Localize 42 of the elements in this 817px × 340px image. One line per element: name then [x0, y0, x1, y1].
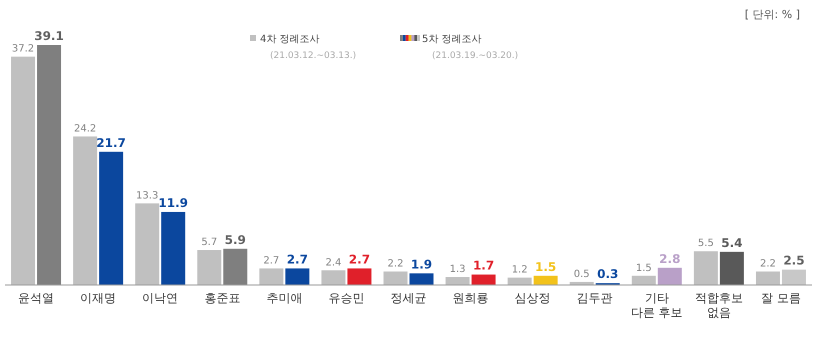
data-label: 2.2 — [388, 258, 404, 270]
data-label: 2.7 — [263, 255, 280, 266]
legend-label: 4차 정례조사 (21.03.12.~03.13.) — [260, 34, 356, 61]
data-label: 0.3 — [597, 267, 618, 282]
x-tick-label: 윤석열 — [18, 291, 54, 305]
data-label: 0.5 — [574, 268, 590, 280]
x-tick-label: 원희룡 — [452, 291, 489, 305]
data-label: 39.1 — [34, 29, 64, 43]
data-label: 1.5 — [535, 260, 556, 274]
x-tick-label: 기타 다른 후보 — [630, 291, 683, 320]
data-label: 2.7 — [286, 252, 308, 266]
data-label: 1.5 — [636, 262, 652, 274]
data-label: 5.7 — [201, 237, 218, 248]
data-label: 13.3 — [136, 190, 158, 202]
data-label: 1.3 — [450, 264, 466, 276]
data-label: 2.8 — [659, 252, 680, 266]
x-tick-label: 유승민 — [328, 291, 364, 305]
x-tick-label: 이재명 — [80, 291, 116, 305]
data-label: 2.4 — [325, 257, 342, 268]
data-label: 2.5 — [783, 254, 805, 268]
data-label: 1.7 — [472, 258, 494, 273]
x-tick-label: 이낙연 — [142, 291, 178, 305]
x-tick-label: 심상정 — [514, 291, 551, 305]
data-label: 5.4 — [721, 236, 743, 250]
data-label: 1.2 — [512, 264, 528, 276]
data-label: 37.2 — [12, 44, 34, 55]
data-label: 5.9 — [224, 232, 246, 247]
data-label: 2.7 — [348, 252, 370, 266]
x-tick-label: 잘 모름 — [761, 291, 801, 305]
x-tick-label: 홍준표 — [204, 291, 240, 305]
data-label: 1.9 — [410, 257, 432, 272]
text: [ 단위: % ] — [744, 8, 800, 21]
x-tick-label: 김두관 — [576, 291, 613, 305]
legend-label: 5차 정례조사 (21.03.19.~03.20.) — [422, 34, 518, 61]
x-tick-label: 적합후보 없음 — [694, 291, 743, 320]
data-label: 11.9 — [158, 196, 188, 210]
data-label: 21.7 — [96, 136, 126, 150]
data-label: 24.2 — [74, 123, 96, 134]
data-label: 5.5 — [698, 238, 714, 250]
data-label: 2.2 — [760, 258, 776, 270]
x-tick-label: 추미애 — [266, 291, 302, 305]
x-tick-label: 정세균 — [390, 291, 426, 305]
